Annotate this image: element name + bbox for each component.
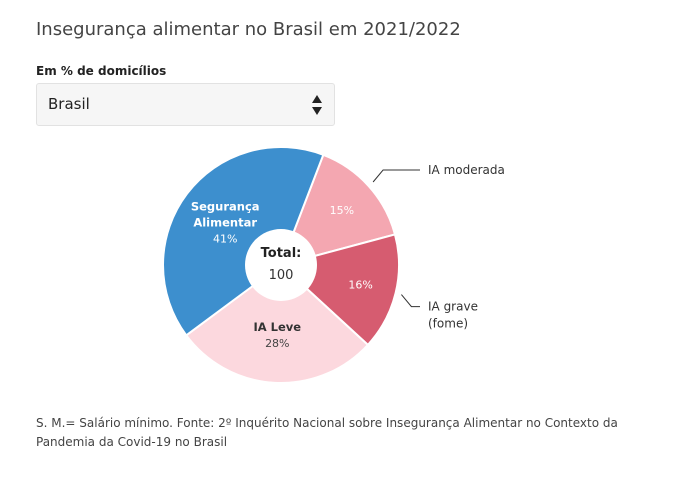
selector-label: Em % de domicílios — [36, 64, 167, 78]
slice-label-ia-grave-fome-line1: IA grave — [428, 300, 478, 314]
slice-label-ia-leve: IA Leve — [253, 320, 301, 334]
slice-value-seguranca-alimentar: 41% — [213, 233, 237, 246]
donut-chart: 15% IA moderada 16% IA grave (fome) IA Leve 28… — [162, 146, 505, 384]
total-label: Total: — [261, 246, 302, 261]
region-select[interactable]: Brasil — [36, 83, 335, 126]
slice-label-seguranca-alimentar-line2: Alimentar — [193, 216, 257, 230]
slice-value-ia-moderada: 15% — [330, 204, 354, 217]
slice-value-ia-grave-fome: 16% — [348, 279, 372, 292]
slice-label-ia-grave-fome-line2: (fome) — [428, 317, 468, 331]
slice-value-ia-leve: 28% — [265, 337, 289, 350]
slice-seguranca-alimentar — [162, 146, 325, 337]
source-note: S. M.= Salário mínimo. Fonte: 2º Inquéri… — [36, 416, 618, 449]
total-value: 100 — [269, 268, 294, 283]
slice-label-seguranca-alimentar-line1: Segurança — [191, 200, 260, 214]
leader-line-ia-moderada — [372, 169, 420, 183]
chart-title: Insegurança alimentar no Brasil em 2021/… — [36, 19, 461, 40]
donut-hole — [245, 229, 317, 301]
leader-line-ia-grave-fome — [401, 294, 420, 308]
slice-ia-leve — [184, 263, 370, 384]
slice-ia-moderada — [279, 153, 397, 267]
slice-label-ia-moderada: IA moderada — [428, 163, 505, 177]
sort-arrows-icon — [312, 95, 322, 115]
region-select-value: Brasil — [48, 95, 90, 113]
